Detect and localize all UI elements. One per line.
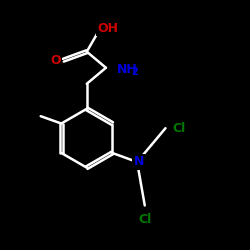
Text: Cl: Cl <box>138 213 151 226</box>
Text: Cl: Cl <box>173 122 186 135</box>
Text: NH: NH <box>117 63 138 76</box>
Text: OH: OH <box>97 22 118 35</box>
Text: 2: 2 <box>131 68 138 78</box>
Text: N: N <box>134 156 144 168</box>
Text: O: O <box>50 54 61 67</box>
